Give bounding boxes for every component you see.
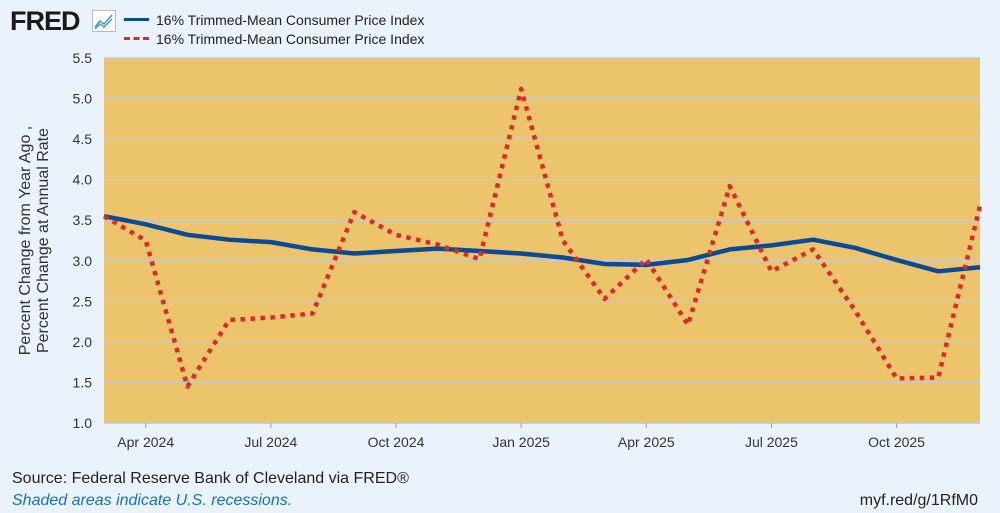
y-axis-label-line: Percent Change from Year Ago , [17,126,34,355]
y-tick-label: 5.0 [73,91,93,107]
y-tick-label: 4.0 [73,172,93,188]
series-line-annual-rate [102,86,983,389]
x-tick-label: Oct 2025 [868,434,925,450]
y-tick-label: 1.0 [73,415,93,431]
y-tick-label: 5.5 [73,50,93,66]
x-tick-label: Jul 2024 [244,434,297,450]
y-tick-label: 4.5 [73,131,93,147]
legend: 16% Trimmed-Mean Consumer Price Index 16… [124,10,424,48]
series-line-year-ago [103,213,981,274]
y-tick-label: 3.0 [73,253,93,269]
x-tick-label: Apr 2025 [618,434,675,450]
y-axis-label-line: Percent Change at Annual Rate [35,128,52,353]
recession-note: Shaded areas indicate U.S. recessions. [12,492,293,509]
y-tick-label: 1.5 [73,374,93,390]
legend-swatch-solid [124,18,149,21]
x-tick-label: Apr 2024 [117,434,174,450]
legend-label: 16% Trimmed-Mean Consumer Price Index [156,11,425,28]
fred-logo[interactable]: FRED [10,6,80,36]
legend-label: 16% Trimmed-Mean Consumer Price Index [156,30,425,47]
y-tick-label: 2.0 [73,334,93,350]
y-tick-label: 3.5 [73,212,93,228]
line-chart: 1.0 1.5 2.0 2.5 3.0 3.5 4.0 4.5 5.0 5.5 Apr 2024 Ju… [17,50,983,450]
x-tick-label: Jul 2025 [745,434,798,450]
legend-item-blue: 16% Trimmed-Mean Consumer Price Index [124,10,424,29]
x-tick-label: Jan 2025 [492,434,550,450]
chart-line-icon [92,10,116,32]
legend-item-red: 16% Trimmed-Mean Consumer Price Index [124,29,424,48]
short-url[interactable]: myf.red/g/1RfM0 [859,492,978,509]
source-note: Source: Federal Reserve Bank of Clevelan… [12,470,409,487]
y-axis-label: Percent Change from Year Ago ,Percent Ch… [17,126,52,355]
legend-swatch-dotted [124,37,149,40]
x-tick-label: Oct 2024 [368,434,425,450]
y-tick-label: 2.5 [73,293,93,309]
